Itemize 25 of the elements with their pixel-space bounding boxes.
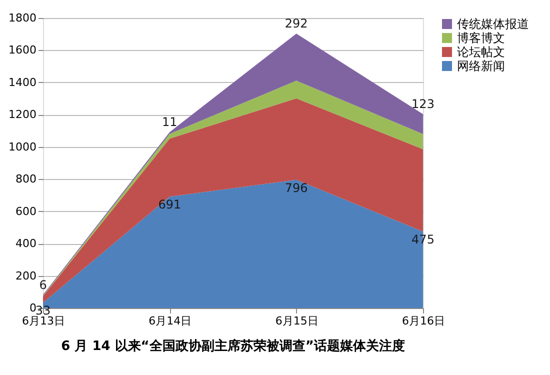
x-tick-label: 6月13日	[22, 314, 65, 328]
x-tick-label: 6月14日	[148, 314, 192, 328]
y-tick-label: 0	[30, 302, 36, 314]
legend-label: 网络新闻	[457, 59, 505, 73]
legend-label: 博客博文	[457, 31, 505, 45]
data-label: 123	[412, 97, 434, 112]
data-label: 691	[158, 198, 182, 212]
y-tick-label: 1400	[8, 76, 36, 89]
text: 6 月 14 以来“全国政协副主席苏荣被调查”话题媒体关注度	[61, 338, 405, 354]
y-tick-label: 1600	[8, 44, 36, 57]
y-tick-label: 600	[16, 204, 36, 218]
y-tick-label: 200	[16, 269, 36, 282]
legend-label: 传统媒体报道	[457, 17, 529, 31]
y-tick-label: 800	[16, 172, 36, 186]
data-label: 796	[284, 180, 308, 195]
y-tick-label: 1200	[8, 108, 36, 122]
x-tick-label: 6月15日	[275, 314, 318, 328]
legend-label: 论坛帖文	[457, 45, 505, 59]
data-label: 292	[284, 16, 308, 31]
y-tick-label: 1800	[8, 12, 36, 24]
x-tick-label: 6月16日	[402, 314, 445, 328]
y-tick-label: 400	[16, 237, 36, 250]
data-label: 11	[162, 115, 178, 130]
y-tick-label: 1000	[8, 140, 36, 154]
data-label: 6	[39, 278, 47, 292]
